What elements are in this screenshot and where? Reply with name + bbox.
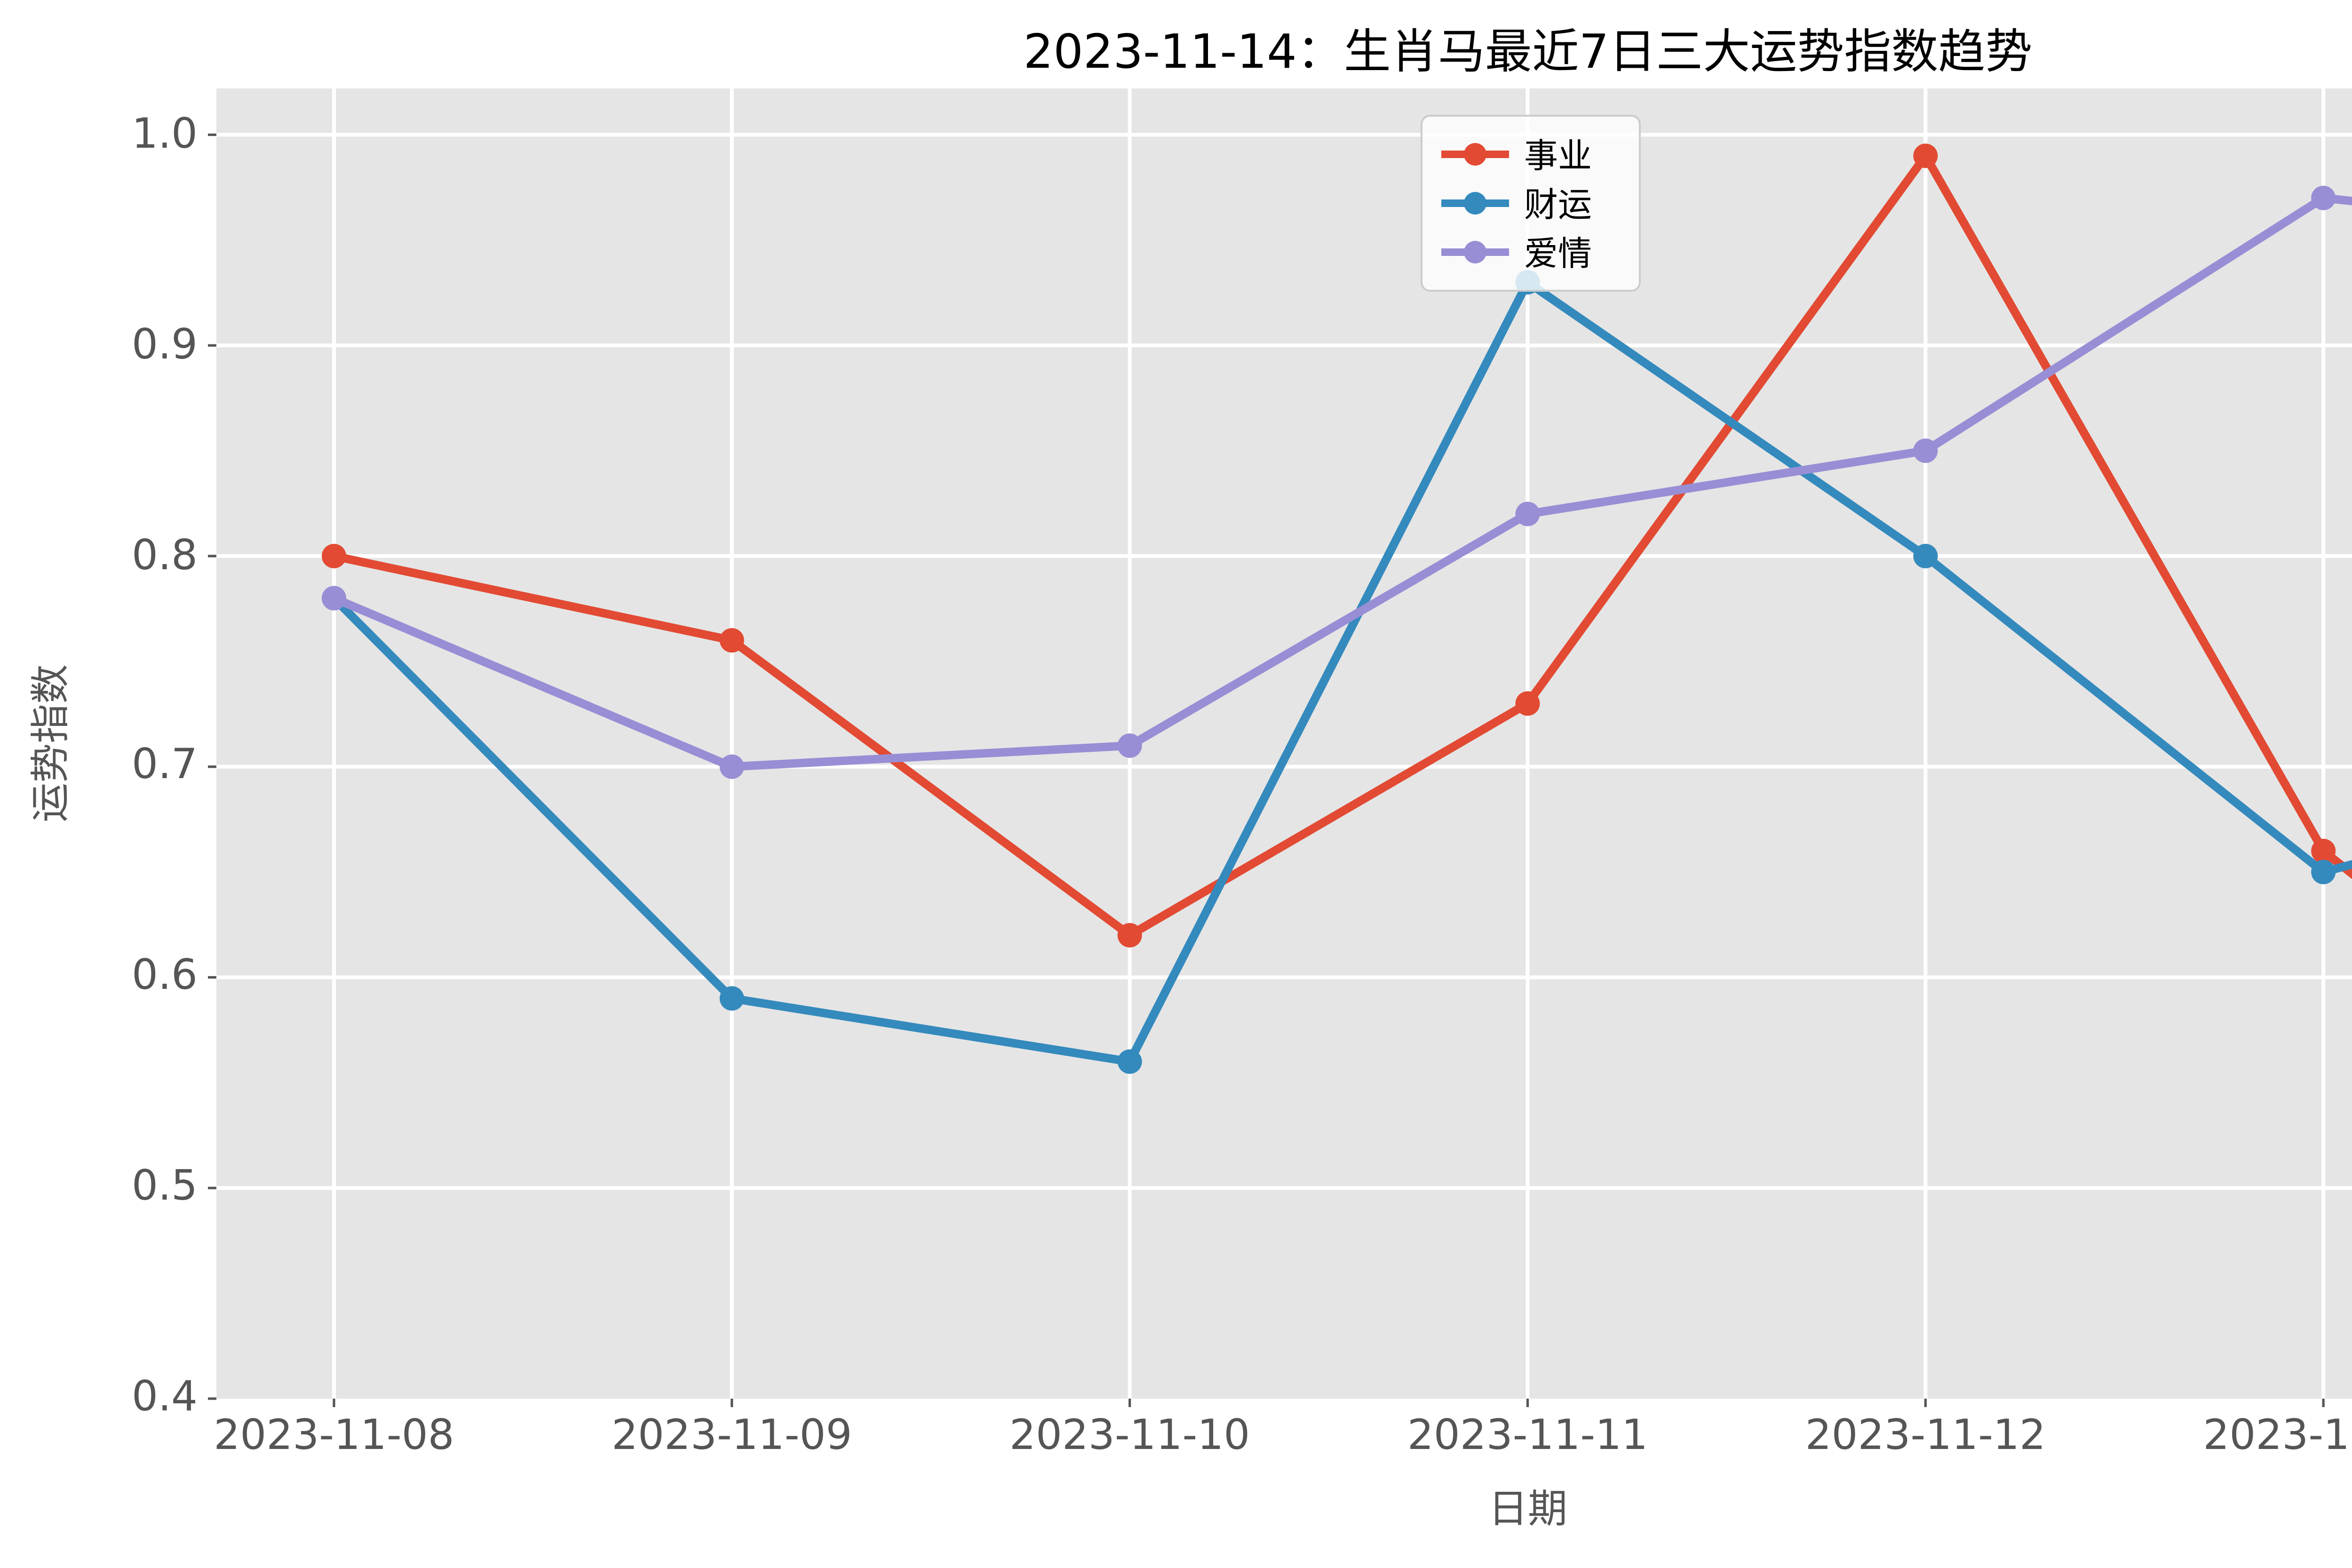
x-tick-label: 2023-11-08 — [214, 1413, 454, 1460]
legend-item-career: 事业 — [1441, 130, 1620, 179]
data-point-love — [1117, 733, 1142, 758]
y-tick-label: 0.4 — [132, 1375, 198, 1422]
chart-title: 2023-11-14：生肖马最近7日三大运势指数趋势 — [1023, 24, 2033, 79]
data-point-love — [1913, 438, 1938, 463]
y-tick-label: 0.6 — [132, 954, 198, 1001]
data-point-love — [1515, 501, 1540, 526]
x-tick-label: 2023-11-10 — [1009, 1413, 1250, 1460]
data-point-wealth — [1913, 544, 1938, 569]
data-point-love — [322, 586, 346, 611]
data-point-career — [322, 544, 346, 569]
data-point-love — [719, 754, 744, 779]
data-point-wealth — [2311, 860, 2336, 884]
data-point-career — [1913, 143, 1938, 168]
data-point-career — [719, 628, 744, 653]
x-tick-label: 2023-11-13 — [2203, 1413, 2352, 1460]
x-tick-label: 2023-11-12 — [1805, 1413, 2046, 1460]
x-tick-label: 2023-11-09 — [612, 1413, 852, 1460]
data-point-career — [2311, 838, 2336, 863]
legend-item-love: 爱情 — [1441, 228, 1620, 277]
y-tick-label: 0.9 — [132, 322, 198, 369]
y-tick-label: 0.5 — [132, 1164, 198, 1212]
legend-label: 事业 — [1524, 137, 1592, 177]
x-axis-label: 日期 — [1488, 1487, 1567, 1532]
data-point-love — [2311, 185, 2336, 210]
legend: 事业 财运 爱情 — [1421, 115, 1641, 292]
y-tick-label: 0.7 — [132, 743, 198, 790]
legend-label: 财运 — [1524, 186, 1592, 226]
legend-line-marker-icon — [1441, 228, 1509, 277]
data-point-career — [1117, 923, 1142, 947]
data-point-wealth — [719, 986, 744, 1011]
legend-label: 爱情 — [1524, 235, 1592, 275]
y-tick-label: 1.0 — [132, 111, 198, 159]
data-point-wealth — [1117, 1049, 1142, 1074]
legend-line-marker-icon — [1441, 179, 1509, 228]
legend-line-marker-icon — [1441, 130, 1509, 179]
plot-area — [216, 88, 2352, 1399]
y-tick-label: 0.8 — [132, 533, 198, 580]
legend-item-wealth: 财运 — [1441, 179, 1620, 228]
x-tick-label: 2023-11-11 — [1407, 1413, 1648, 1460]
data-point-career — [1515, 691, 1540, 716]
